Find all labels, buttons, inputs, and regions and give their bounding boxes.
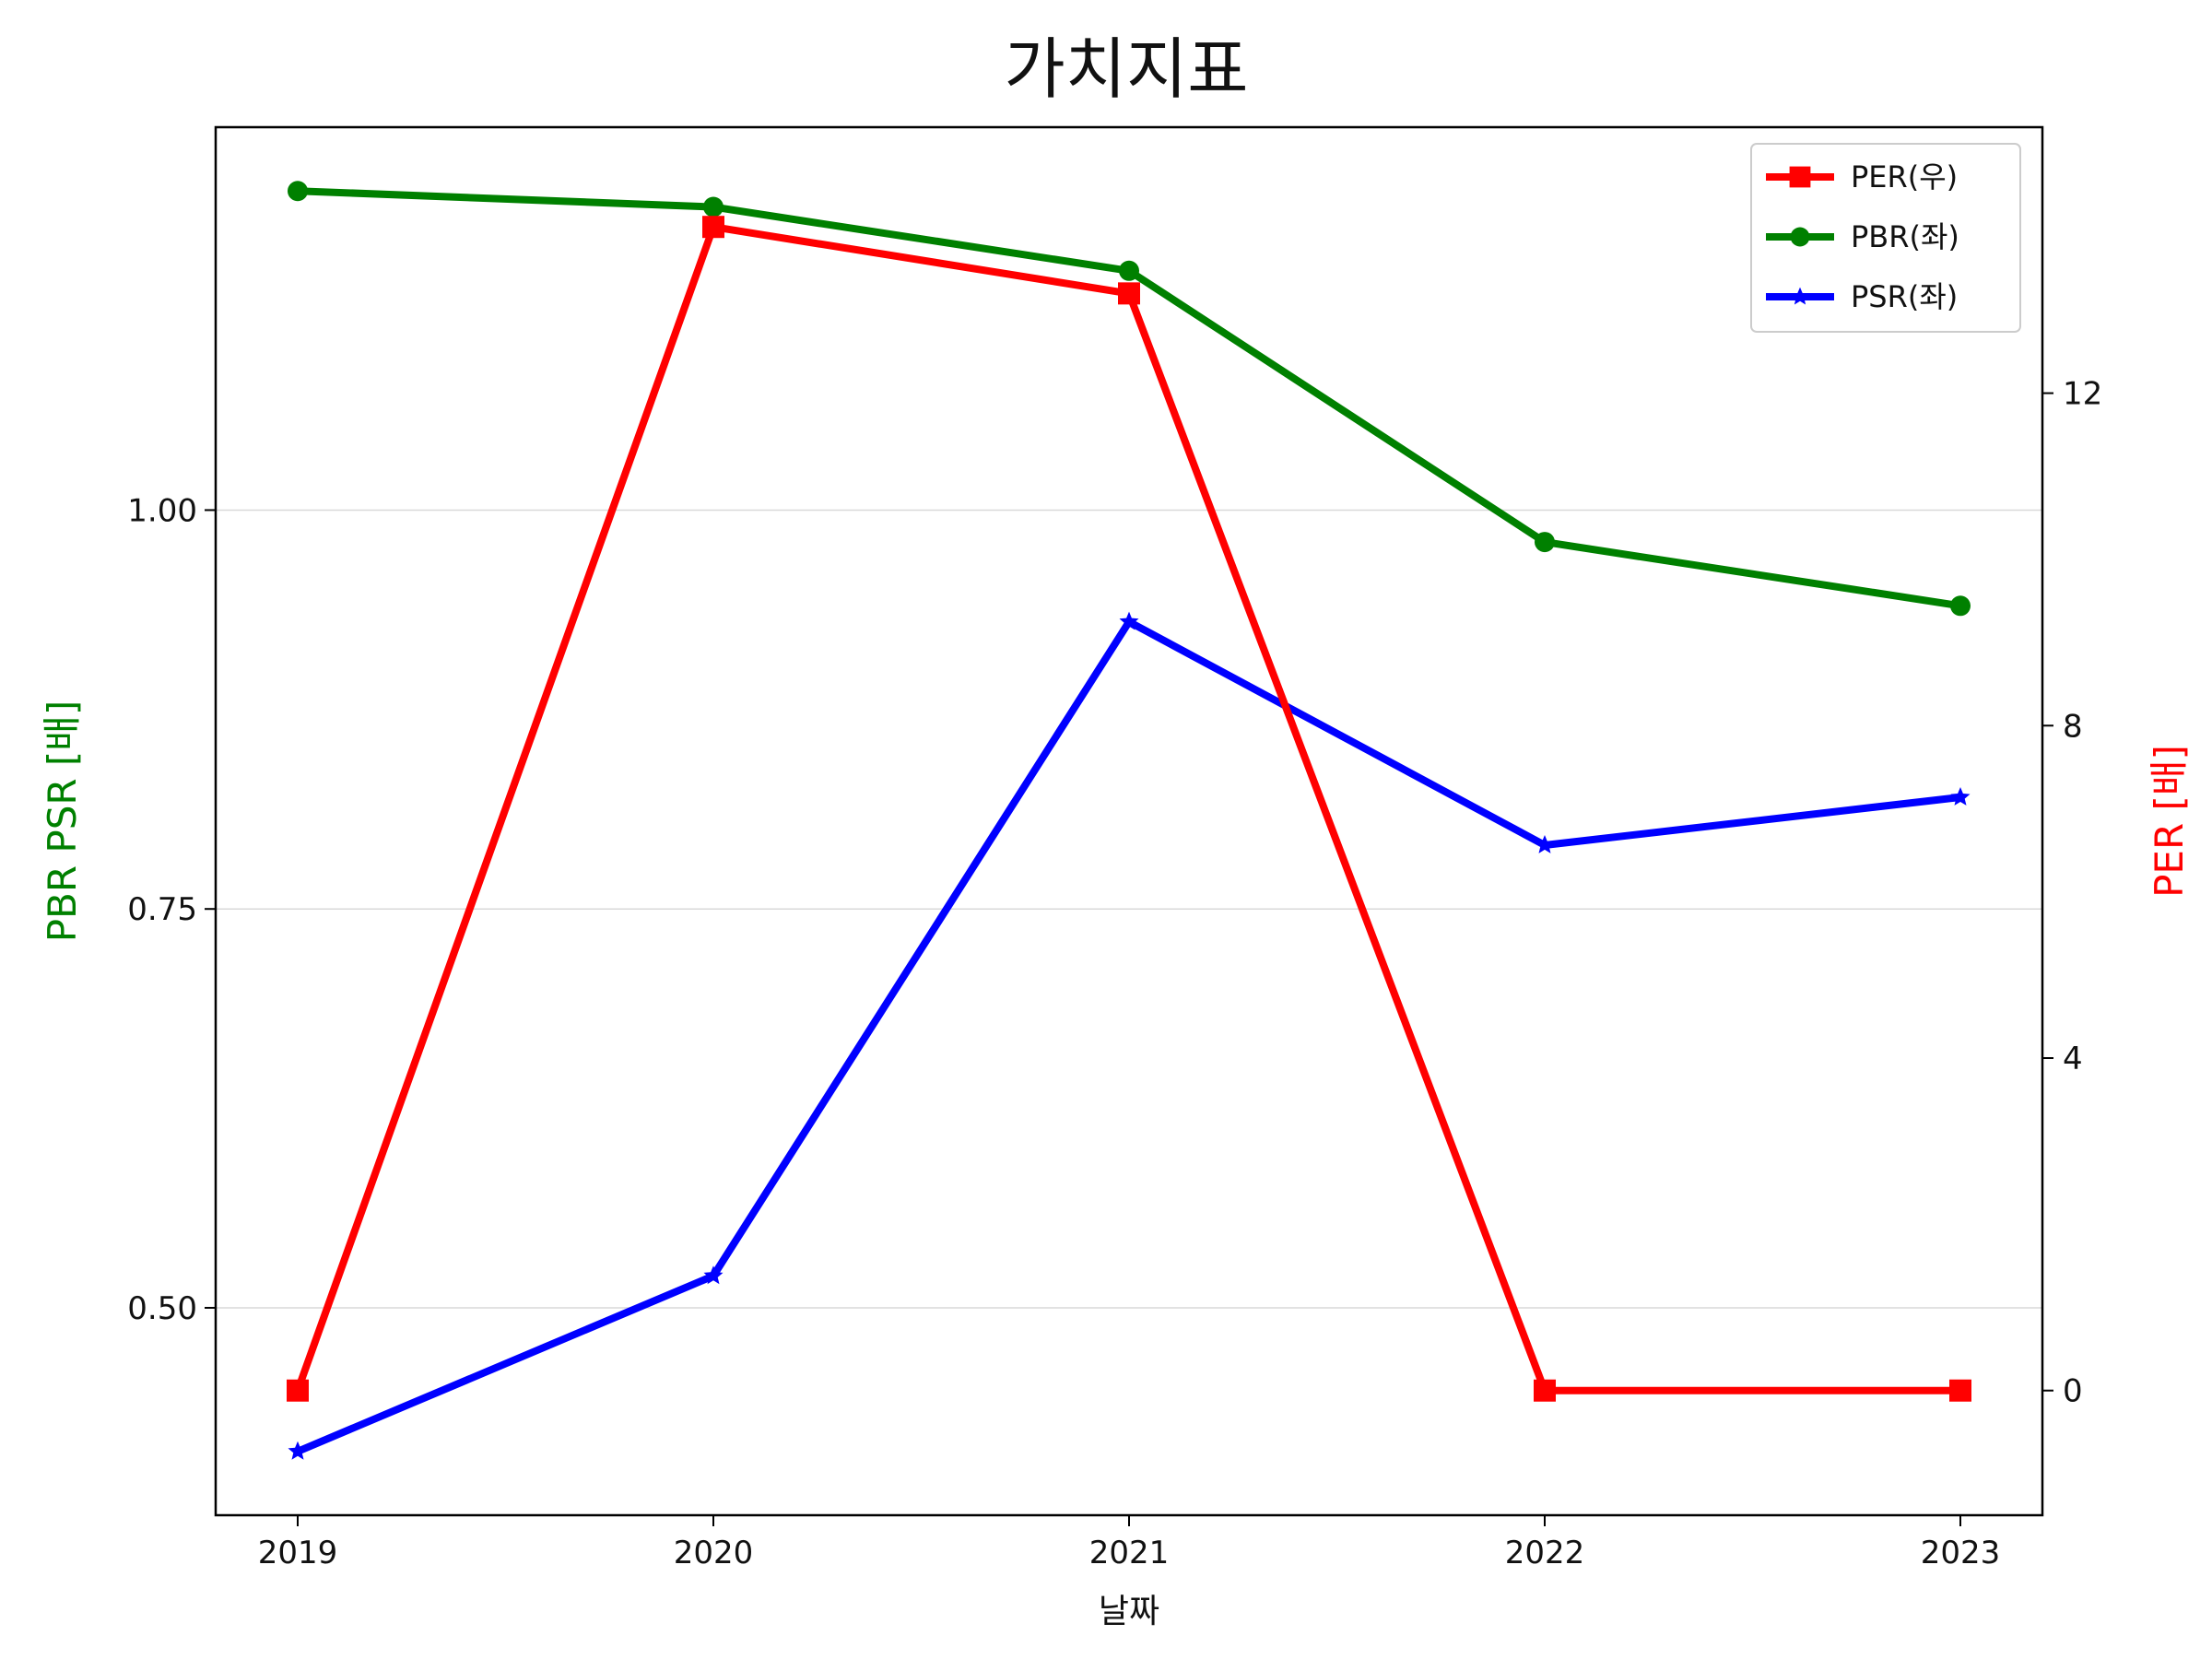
legend-marker — [1791, 287, 1809, 305]
data-point — [1950, 595, 1971, 617]
left-tick-label: 0.75 — [127, 891, 197, 928]
right-y-axis-label: PER [배] — [2147, 745, 2192, 898]
legend-marker — [1790, 227, 1810, 247]
left-y-axis-label: PBR PSR [배] — [40, 700, 85, 943]
x-tick-label: 2022 — [1505, 1535, 1585, 1571]
legend-label: PER(우) — [1851, 159, 1958, 194]
right-tick-label: 0 — [2063, 1373, 2083, 1410]
grid-lines — [216, 509, 2042, 1309]
legend-label: PBR(좌) — [1851, 219, 1959, 254]
right-tick-label: 12 — [2063, 376, 2102, 413]
plot-series — [287, 181, 1971, 1460]
data-point — [1949, 1379, 1971, 1402]
x-tick-label: 2019 — [258, 1535, 338, 1571]
series-psr — [288, 611, 1971, 1460]
legend-label: PSR(좌) — [1851, 279, 1958, 314]
legend-box — [1750, 143, 2021, 333]
x-tick-label: 2021 — [1089, 1535, 1170, 1571]
x-axis-label: 날짜 — [1099, 1593, 1159, 1630]
data-point — [1535, 835, 1555, 853]
legend: PER(우) PBR(좌) PSR(좌) — [1750, 143, 2021, 333]
right-y-axis: 0 4 8 12 — [2042, 376, 2102, 1410]
data-point — [1950, 787, 1971, 806]
right-tick-label: 8 — [2063, 708, 2083, 745]
left-y-axis: 0.50 0.75 1.00 — [127, 492, 216, 1327]
left-tick-label: 0.50 — [127, 1290, 197, 1327]
data-point — [1119, 260, 1139, 281]
x-tick-label: 2020 — [674, 1535, 754, 1571]
series-per — [287, 216, 1971, 1402]
legend-marker — [1789, 166, 1811, 188]
data-point — [1534, 1379, 1556, 1402]
data-point — [703, 196, 724, 218]
left-tick-label: 1.00 — [127, 492, 197, 529]
data-point — [702, 216, 724, 239]
series-line — [296, 618, 1961, 1455]
data-point — [1119, 611, 1139, 630]
data-point — [703, 1265, 724, 1285]
series-line — [297, 187, 1961, 610]
right-tick-label: 4 — [2063, 1041, 2083, 1077]
x-axis: 2019 2020 2021 2022 2023 — [258, 1515, 2001, 1571]
data-point — [288, 181, 308, 202]
series-pbr — [288, 181, 1971, 617]
data-point — [288, 1441, 308, 1460]
chart-title: 가치지표 — [1005, 30, 1249, 108]
series-line — [294, 223, 1960, 1394]
data-point — [1118, 282, 1140, 305]
data-point — [1535, 532, 1555, 553]
data-point — [287, 1379, 309, 1402]
x-tick-label: 2023 — [1921, 1535, 2001, 1571]
